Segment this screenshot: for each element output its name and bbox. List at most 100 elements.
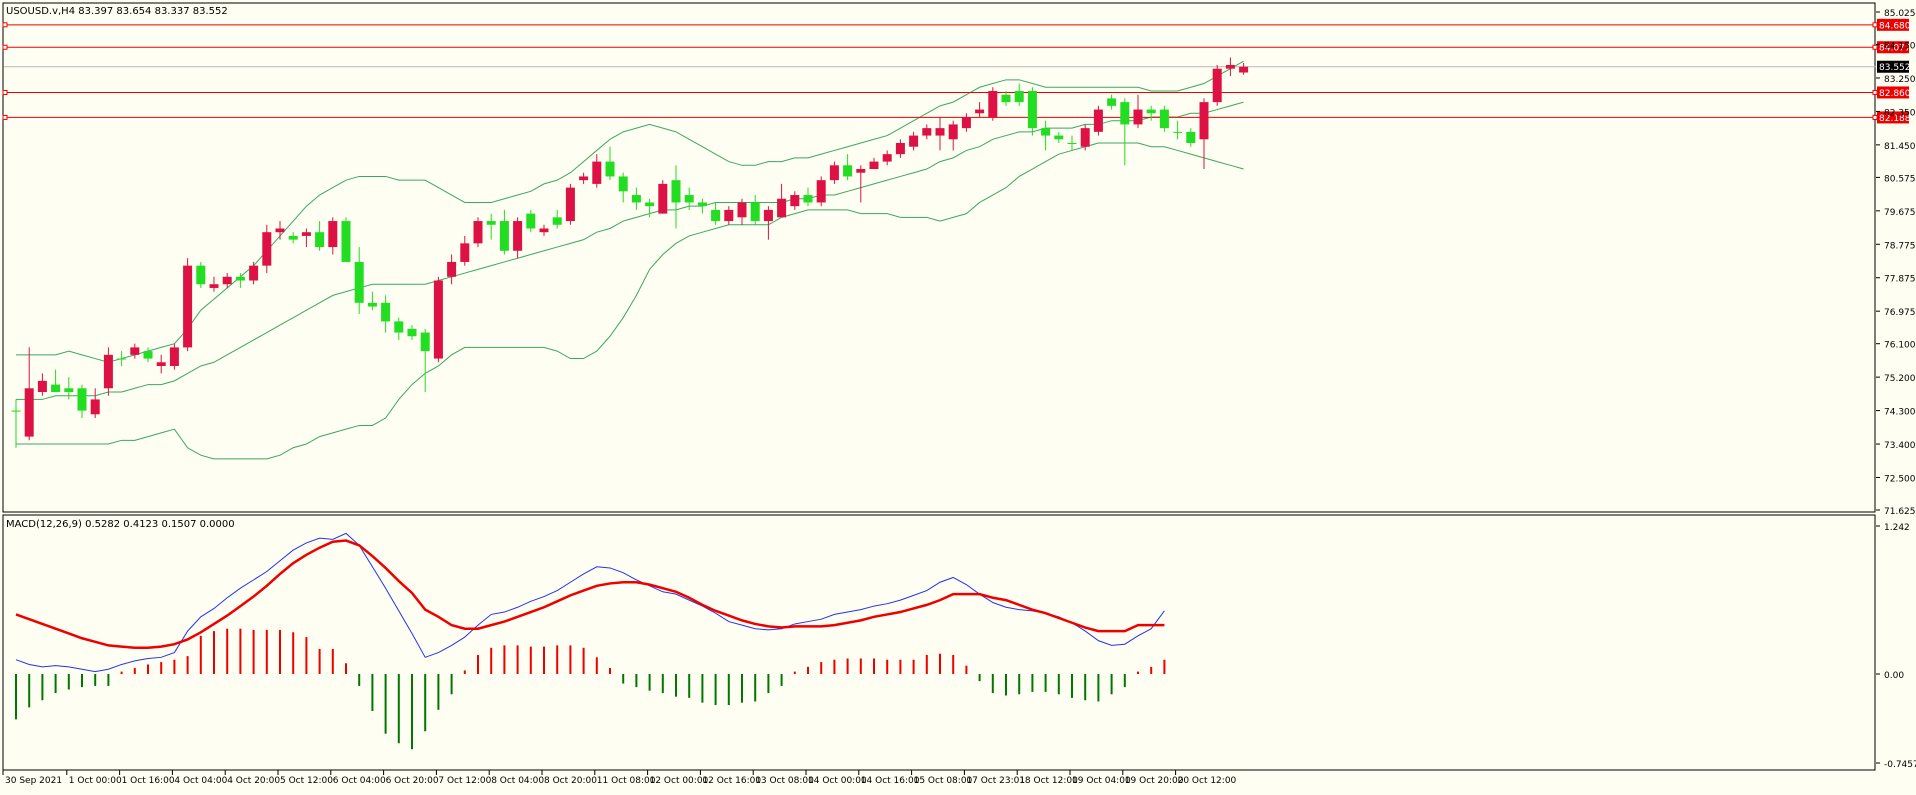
bull-candle[interactable] <box>843 165 853 177</box>
bull-candle[interactable] <box>605 161 615 177</box>
bear-candle[interactable] <box>895 143 905 155</box>
bear-candle[interactable] <box>579 176 589 181</box>
bull-candle[interactable] <box>354 261 364 303</box>
bull-candle[interactable] <box>1067 143 1077 145</box>
bear-candle[interactable] <box>829 165 839 181</box>
bear-candle[interactable] <box>183 265 193 348</box>
bull-candle[interactable] <box>1001 94 1011 103</box>
bull-candle[interactable] <box>1173 131 1183 133</box>
bull-candle[interactable] <box>394 321 404 333</box>
bull-candle[interactable] <box>711 209 721 222</box>
bear-candle[interactable] <box>328 221 338 248</box>
bull-candle[interactable] <box>526 213 536 229</box>
bull-candle[interactable] <box>315 232 325 248</box>
hline-right-handle[interactable] <box>1872 44 1878 50</box>
bull-candle[interactable] <box>1146 109 1156 114</box>
bear-candle[interactable] <box>156 362 166 366</box>
bear-candle[interactable] <box>922 128 932 136</box>
bull-candle[interactable] <box>552 217 562 225</box>
bull-candle[interactable] <box>803 195 813 203</box>
bull-candle[interactable] <box>750 202 760 222</box>
bear-candle[interactable] <box>658 183 668 214</box>
bull-candle[interactable] <box>77 388 87 411</box>
bear-candle[interactable] <box>262 232 272 266</box>
bear-candle[interactable] <box>90 399 100 415</box>
bull-candle[interactable] <box>486 221 496 225</box>
hline-right-handle[interactable] <box>1872 114 1878 120</box>
bull-candle[interactable] <box>235 276 245 281</box>
hline-right-handle[interactable] <box>1872 89 1878 95</box>
bull-candle[interactable] <box>367 302 377 307</box>
bear-candle[interactable] <box>275 228 285 233</box>
bear-candle[interactable] <box>1212 68 1222 103</box>
bear-candle[interactable] <box>447 261 457 277</box>
bull-candle[interactable] <box>1027 90 1037 129</box>
bear-candle[interactable] <box>777 198 787 218</box>
bear-candle[interactable] <box>209 284 219 288</box>
bull-candle[interactable] <box>381 302 391 322</box>
hline-left-handle[interactable] <box>2 22 8 28</box>
bear-candle[interactable] <box>763 209 773 222</box>
bear-candle[interactable] <box>24 388 34 437</box>
bear-candle[interactable] <box>737 202 747 218</box>
bear-candle[interactable] <box>130 347 140 355</box>
bull-candle[interactable] <box>1014 90 1024 103</box>
bull-candle[interactable] <box>1107 98 1117 106</box>
bear-candle[interactable] <box>433 280 443 359</box>
bear-candle[interactable] <box>1133 109 1143 125</box>
bull-candle[interactable] <box>1186 131 1196 144</box>
bear-candle[interactable] <box>856 169 866 173</box>
bear-candle[interactable] <box>103 354 113 389</box>
bear-candle[interactable] <box>592 161 602 184</box>
bear-candle[interactable] <box>724 209 734 222</box>
bear-candle[interactable] <box>169 347 179 366</box>
bear-candle[interactable] <box>301 232 311 236</box>
bear-candle[interactable] <box>1093 109 1103 132</box>
bull-candle[interactable] <box>196 265 206 285</box>
bull-candle[interactable] <box>618 176 628 192</box>
bull-candle[interactable] <box>288 235 298 240</box>
bear-candle[interactable] <box>249 265 259 281</box>
bull-candle[interactable] <box>420 332 430 352</box>
bear-candle[interactable] <box>539 228 549 233</box>
bull-candle[interactable] <box>407 328 417 337</box>
bull-candle[interactable] <box>51 384 61 393</box>
bear-candle[interactable] <box>869 161 879 170</box>
bull-candle[interactable] <box>341 221 351 262</box>
bull-candle[interactable] <box>645 202 655 207</box>
bull-candle[interactable] <box>1120 102 1130 125</box>
bear-candle[interactable] <box>565 187 575 222</box>
bear-candle[interactable] <box>790 195 800 207</box>
bear-candle[interactable] <box>882 154 892 162</box>
bear-candle[interactable] <box>37 380 47 393</box>
hline-left-handle[interactable] <box>2 89 8 95</box>
bear-candle[interactable] <box>909 135 919 147</box>
bull-candle[interactable] <box>117 358 127 360</box>
bull-candle[interactable] <box>684 195 694 203</box>
bear-candle[interactable] <box>1199 102 1209 140</box>
bull-candle[interactable] <box>631 195 641 203</box>
bear-candle[interactable] <box>513 221 523 251</box>
hline-right-handle[interactable] <box>1872 22 1878 28</box>
bear-candle[interactable] <box>961 116 971 129</box>
bear-candle[interactable] <box>816 180 826 203</box>
bear-candle[interactable] <box>1225 64 1235 69</box>
bull-candle[interactable] <box>143 351 153 359</box>
bull-candle[interactable] <box>1159 109 1169 129</box>
bear-candle[interactable] <box>460 243 470 262</box>
bull-candle[interactable] <box>697 202 707 207</box>
bear-candle[interactable] <box>222 276 232 285</box>
bull-candle[interactable] <box>671 180 681 203</box>
bear-candle[interactable] <box>473 221 483 244</box>
bear-candle[interactable] <box>948 124 958 140</box>
bear-candle[interactable] <box>975 109 985 114</box>
bull-candle[interactable] <box>64 388 74 393</box>
bear-candle[interactable] <box>1080 128 1090 147</box>
bull-candle[interactable] <box>499 221 509 251</box>
bear-candle[interactable] <box>988 90 998 117</box>
bear-candle[interactable] <box>935 128 945 136</box>
hline-left-handle[interactable] <box>2 114 8 120</box>
bull-candle[interactable] <box>11 410 21 412</box>
bull-candle[interactable] <box>1054 135 1064 140</box>
